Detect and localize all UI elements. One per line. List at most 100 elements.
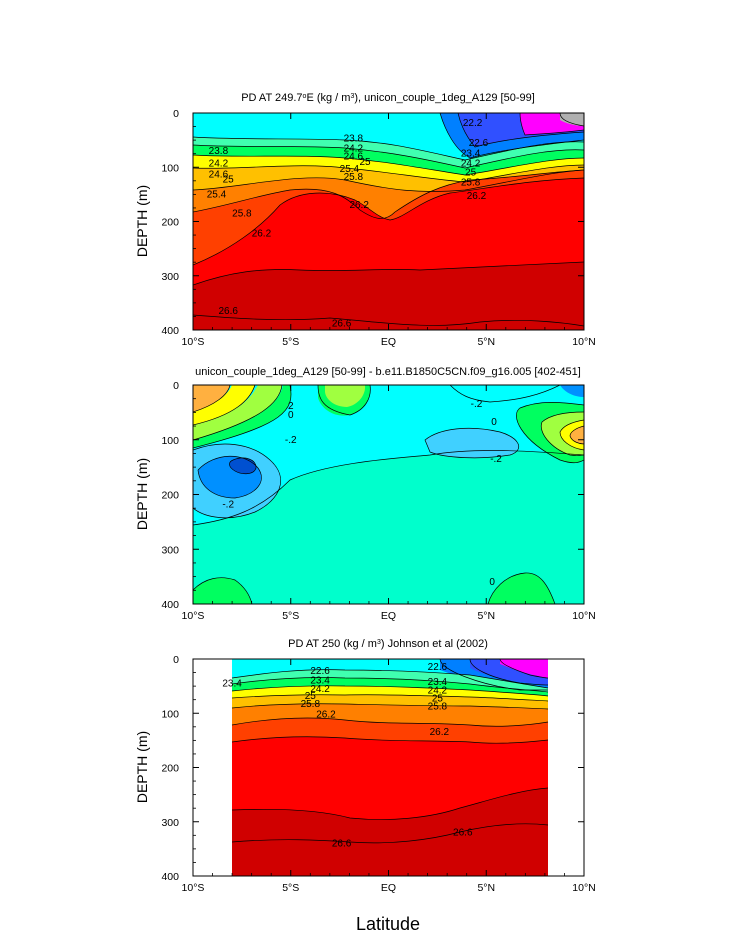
p2-band-green4 (193, 577, 252, 604)
panel-3-field (193, 659, 584, 876)
p2-band-cyan (193, 385, 584, 525)
y-tick-label: 0 (173, 654, 179, 666)
contour-label: 24.2 (209, 158, 229, 169)
x-tick-label: 5°N (477, 610, 495, 622)
y-tick-label: 100 (161, 435, 179, 447)
p3-contour-lines (231, 659, 549, 844)
panel-2-ylabel: DEPTH (m) (134, 458, 150, 530)
panel-3-title: PD AT 250 (kg / m3) Johnson et al (2002) (288, 638, 488, 650)
contour-label: 23.8 (344, 133, 364, 144)
panel-3-axes: 10°S 5°S EQ 5°N 10°N 0 100 200 300 400 (161, 654, 595, 894)
contour-label: 26.2 (430, 727, 450, 738)
contour-label: 26.6 (332, 318, 352, 329)
x-tick-label: 5°S (282, 882, 299, 894)
contour-label: 26.2 (467, 191, 487, 202)
y-tick-label: 200 (161, 490, 179, 502)
contour-label: 0 (491, 417, 497, 428)
contour-label: 24.2 (310, 684, 330, 695)
panel-3: PD AT 250 (kg / m3) Johnson et al (2002) (134, 638, 596, 894)
contour-label: 25.8 (461, 177, 481, 188)
contour-label: -.2 (222, 499, 234, 510)
contour-label: 23.4 (428, 677, 448, 688)
p1-band-gray (560, 113, 584, 126)
contour-label: 26.2 (349, 200, 369, 211)
contour-label: 26.6 (453, 828, 473, 839)
x-tick-label: EQ (381, 882, 396, 894)
y-tick-label: 0 (173, 108, 179, 120)
x-tick-label: 10°S (182, 610, 205, 622)
contour-label: 23.8 (209, 146, 229, 157)
x-tick-label: EQ (381, 336, 396, 348)
panel-1-contour-labels: 23.824.224.62525.425.826.226.623.824.224… (207, 118, 489, 330)
contour-label: 25 (465, 168, 477, 179)
x-tick-label: 10°N (572, 882, 595, 894)
panel-2: unicon_couple_1deg_A129 [50-99] - b.e11.… (134, 366, 596, 622)
y-tick-label: 400 (161, 599, 179, 611)
contour-label: 0 (288, 410, 294, 421)
x-tick-label: 10°N (572, 336, 595, 348)
contour-label: 23.4 (222, 678, 242, 689)
x-tick-label: 10°N (572, 610, 595, 622)
x-tick-label: 5°S (282, 610, 299, 622)
x-tick-label: 10°S (182, 882, 205, 894)
panel-2-title: unicon_couple_1deg_A129 [50-99] - b.e11.… (195, 366, 581, 378)
x-tick-label: 5°N (477, 336, 495, 348)
p2-contour-lines (193, 385, 584, 604)
contour-label: 25 (223, 175, 235, 186)
contour-label: 23.4 (461, 149, 481, 160)
panel-3-ylabel: DEPTH (m) (134, 731, 150, 803)
p2-band-green3 (325, 385, 366, 407)
contour-label: 25.8 (301, 699, 321, 710)
y-tick-label: 200 (161, 763, 179, 775)
panel-1-ylabel: DEPTH (m) (134, 185, 150, 257)
contour-label: -.2 (490, 454, 502, 465)
contour-label: 26.6 (218, 306, 238, 317)
contour-label: 25 (359, 157, 371, 168)
contour-label: 26.2 (252, 228, 272, 239)
contour-label: 22.6 (469, 138, 489, 149)
contour-label: 22.2 (463, 118, 483, 129)
contour-label: 22.6 (428, 662, 448, 673)
y-tick-label: 300 (161, 817, 179, 829)
p2-band-right5 (560, 385, 584, 397)
panel-2-contour-labels: 20-.2-.2-.20-.20 (222, 399, 502, 588)
y-tick-label: 0 (173, 380, 179, 392)
x-tick-label: 5°N (477, 882, 495, 894)
contour-label: 24.2 (428, 685, 448, 696)
contour-label: 26.6 (332, 838, 352, 849)
panel-1-axes: 10°S 5°S EQ 5°N 10°N 0 100 200 300 400 (161, 108, 595, 348)
panel-1-field (193, 113, 584, 330)
p2-band-orange (193, 385, 230, 412)
contour-label: 24.6 (344, 151, 364, 162)
p3-band-deepred (232, 788, 548, 876)
contour-label: 24.2 (461, 158, 481, 169)
contour-label: 25.8 (344, 172, 364, 183)
panel-2-field (193, 385, 584, 604)
contour-label: 25.8 (232, 208, 252, 219)
contour-label: 25.8 (428, 702, 448, 713)
contour-label: 2 (288, 401, 294, 412)
contour-label: 22.6 (310, 666, 330, 677)
contour-label: 25 (432, 694, 444, 705)
p1-band-deepred (193, 262, 584, 330)
y-tick-label: 400 (161, 325, 179, 337)
y-tick-label: 100 (161, 708, 179, 720)
x-tick-label: 10°S (182, 336, 205, 348)
p2-band-lightgreen (193, 385, 282, 440)
contour-label: -.2 (285, 435, 297, 446)
x-tick-label: 5°S (282, 336, 299, 348)
p1-contour-lines (193, 113, 584, 327)
contour-label: 0 (489, 577, 495, 588)
contour-label: 26.2 (316, 709, 336, 720)
p2-band-green1 (193, 385, 292, 448)
contour-label: -.2 (471, 399, 483, 410)
p2-band-yellow (193, 385, 255, 425)
contour-label: 24.6 (209, 169, 229, 180)
contour-label: 23.4 (310, 676, 330, 687)
contour-label: 25.4 (207, 189, 227, 200)
panel-1: PD AT 249.7oE (kg / m3), unicon_couple_1… (134, 92, 596, 348)
y-tick-label: 100 (161, 162, 179, 174)
y-tick-label: 300 (161, 271, 179, 283)
y-tick-label: 200 (161, 217, 179, 229)
